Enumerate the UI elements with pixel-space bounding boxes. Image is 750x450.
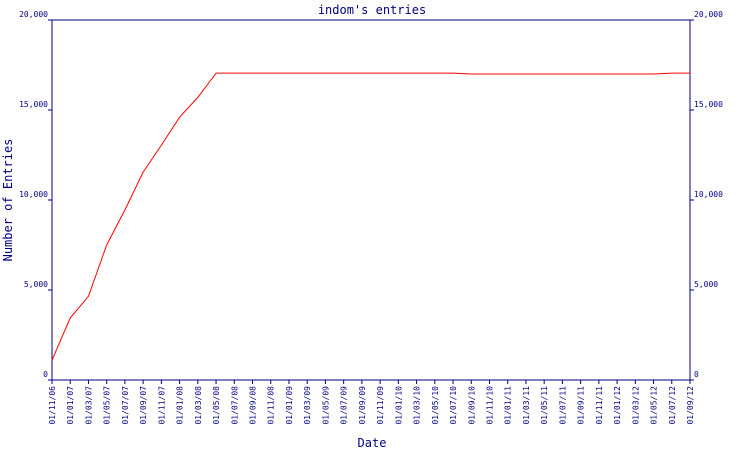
y-axis-label: Number of Entries — [1, 139, 15, 262]
x-tick-label: 01/09/09 — [358, 386, 367, 425]
x-tick-label: 01/11/08 — [267, 386, 276, 425]
y-tick-label: 20,000 — [19, 10, 48, 19]
y2-tick-label: 0 — [694, 370, 699, 379]
x-tick-label: 01/09/12 — [686, 386, 695, 425]
y2-tick-label: 10,000 — [694, 190, 723, 199]
x-axis-label: Date — [358, 436, 387, 450]
x-tick-label: 01/11/09 — [376, 386, 385, 425]
x-tick-label: 01/09/07 — [139, 386, 148, 425]
x-tick-label: 01/09/10 — [467, 386, 476, 425]
x-tick-label: 01/05/11 — [540, 386, 549, 425]
y-tick-label: 5,000 — [24, 280, 48, 289]
x-tick-label: 01/05/07 — [103, 386, 112, 425]
x-tick-label: 01/07/10 — [449, 386, 458, 425]
x-tick-label: 01/03/11 — [522, 386, 531, 425]
y-tick-label: 0 — [43, 370, 48, 379]
x-tick-label: 01/01/09 — [285, 386, 294, 425]
x-tick-label: 01/03/08 — [194, 386, 203, 425]
x-tick-label: 01/01/07 — [66, 386, 75, 425]
x-tick-label: 01/01/11 — [504, 386, 513, 425]
x-tick-label: 01/03/07 — [84, 386, 93, 425]
x-tick-label: 01/11/06 — [48, 386, 57, 425]
x-tick-label: 01/11/11 — [595, 386, 604, 425]
x-tick-label: 01/01/10 — [394, 386, 403, 425]
chart-title: indom's entries — [318, 3, 426, 17]
x-tick-label: 01/07/12 — [668, 386, 677, 425]
x-tick-label: 01/03/12 — [631, 386, 640, 425]
y-tick-label: 15,000 — [19, 100, 48, 109]
x-tick-label: 01/05/09 — [321, 386, 330, 425]
y2-tick-label: 20,000 — [694, 10, 723, 19]
x-tick-label: 01/09/08 — [249, 386, 258, 425]
x-tick-label: 01/01/08 — [176, 386, 185, 425]
x-tick-label: 01/05/08 — [212, 386, 221, 425]
x-tick-label: 01/11/07 — [157, 386, 166, 425]
x-tick-label: 01/07/11 — [558, 386, 567, 425]
x-tick-label: 01/07/09 — [340, 386, 349, 425]
x-tick-label: 01/07/07 — [121, 386, 130, 425]
data-line — [51, 72, 690, 361]
x-tick-label: 01/03/09 — [303, 386, 312, 425]
x-tick-label: 01/05/10 — [431, 386, 440, 425]
x-tick-label: 01/03/10 — [413, 386, 422, 425]
x-tick-label: 01/05/12 — [650, 386, 659, 425]
x-tick-label: 01/01/12 — [613, 386, 622, 425]
x-tick-label: 01/07/08 — [230, 386, 239, 425]
y-tick-label: 10,000 — [19, 190, 48, 199]
y2-tick-label: 5,000 — [694, 280, 718, 289]
x-tick-label: 01/11/10 — [485, 386, 494, 425]
x-tick-label: 01/09/11 — [577, 386, 586, 425]
y2-tick-label: 15,000 — [694, 100, 723, 109]
